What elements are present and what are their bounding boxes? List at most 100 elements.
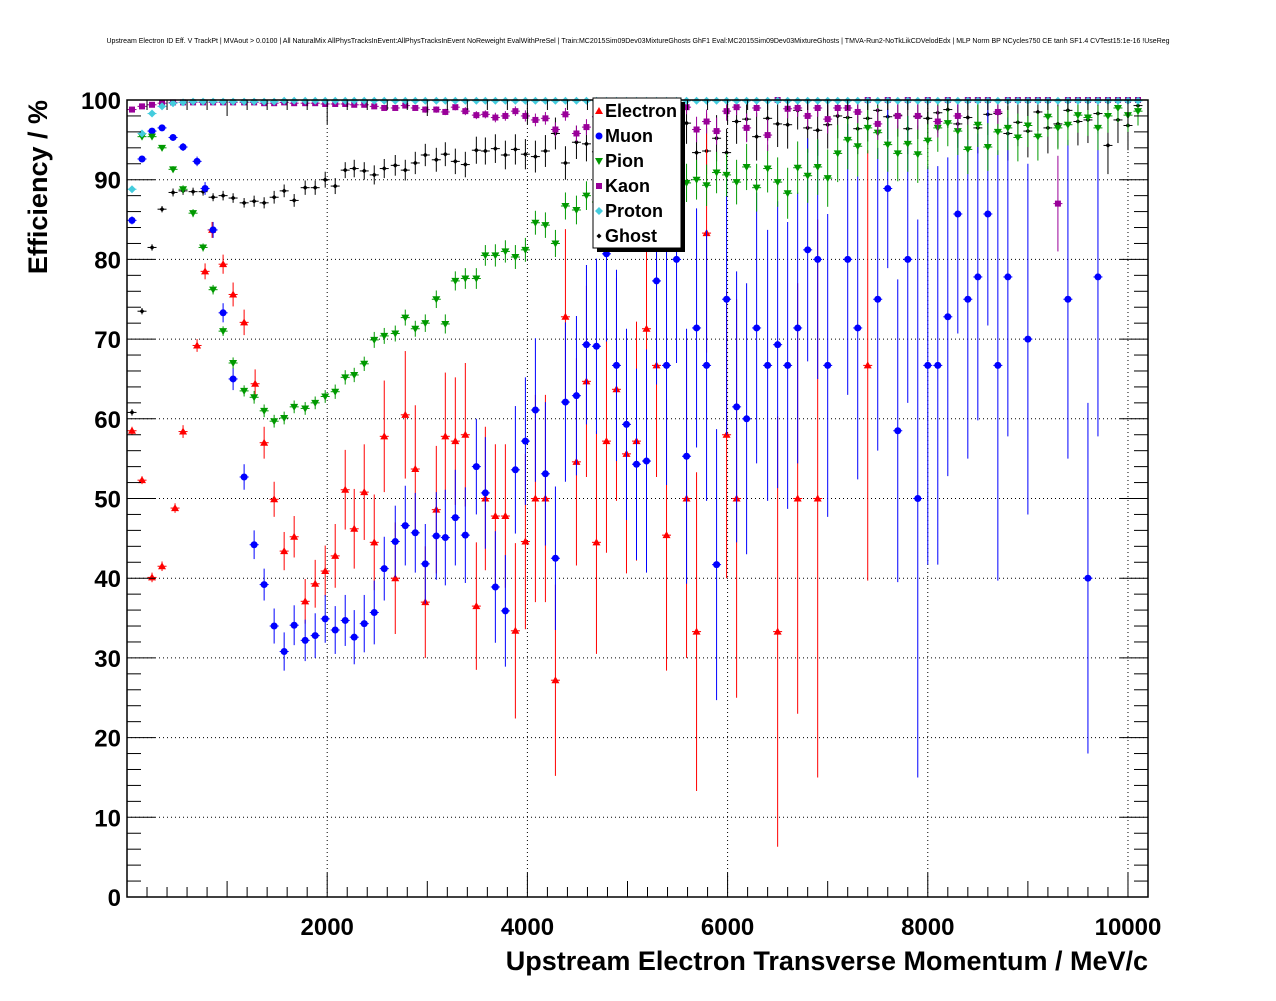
data-point <box>903 115 913 172</box>
marker <box>894 112 901 119</box>
marker <box>441 534 449 542</box>
marker <box>733 403 741 411</box>
data-point <box>692 208 702 448</box>
marker <box>512 108 519 115</box>
data-point <box>137 308 147 315</box>
marker <box>923 137 932 145</box>
marker <box>773 179 782 187</box>
marker <box>541 470 549 478</box>
data-point <box>873 147 883 451</box>
data-point <box>823 213 833 517</box>
marker <box>965 115 971 121</box>
marker <box>401 522 409 530</box>
marker <box>280 648 288 656</box>
data-point <box>752 192 762 464</box>
marker <box>511 254 520 262</box>
data-point <box>793 96 803 105</box>
marker <box>270 622 278 630</box>
data-point <box>320 545 330 597</box>
data-point <box>289 400 299 414</box>
legend-marker <box>595 132 603 140</box>
legend-label: Muon <box>605 126 653 146</box>
marker <box>360 620 368 628</box>
data-point <box>178 425 188 438</box>
marker <box>542 115 549 122</box>
marker <box>642 324 651 332</box>
data-point <box>228 193 238 203</box>
data-point <box>192 339 202 352</box>
marker <box>804 112 811 119</box>
legend-label: Proton <box>605 201 663 221</box>
marker <box>432 96 441 105</box>
marker <box>331 96 340 105</box>
data-point <box>168 188 178 197</box>
marker <box>883 141 892 149</box>
marker <box>492 114 499 121</box>
marker <box>873 96 882 105</box>
data-point <box>330 606 340 654</box>
y-tick-label: 90 <box>94 168 121 195</box>
marker <box>260 407 269 415</box>
marker <box>1105 142 1111 148</box>
data-point <box>300 402 310 415</box>
marker <box>502 112 509 119</box>
marker <box>482 111 489 118</box>
data-point <box>379 380 389 493</box>
x-tick-label: 4000 <box>501 914 554 941</box>
marker <box>874 120 881 127</box>
marker <box>128 185 137 194</box>
data-point <box>863 150 873 581</box>
data-point <box>168 166 178 174</box>
marker <box>893 150 902 158</box>
data-point <box>692 159 702 200</box>
data-point <box>349 159 359 178</box>
marker <box>521 437 529 445</box>
data-point <box>752 163 762 212</box>
data-point <box>742 283 752 555</box>
marker <box>451 514 459 522</box>
marker <box>561 312 570 320</box>
marker <box>461 275 470 283</box>
data-point <box>157 144 167 152</box>
marker <box>693 324 701 332</box>
data-point <box>157 102 167 111</box>
data-point <box>953 101 963 131</box>
data-point <box>450 271 460 291</box>
data-point <box>510 134 520 165</box>
marker <box>290 532 299 540</box>
data-point <box>340 162 350 179</box>
marker <box>844 255 852 263</box>
marker <box>1024 335 1032 343</box>
series-pion <box>137 100 1143 428</box>
data-point <box>853 115 863 177</box>
data-point <box>259 568 269 601</box>
data-point <box>530 96 540 105</box>
marker <box>803 172 812 180</box>
data-point <box>803 148 813 203</box>
marker <box>783 190 792 198</box>
data-point <box>591 430 601 654</box>
legend-label: Pion <box>605 151 644 171</box>
marker <box>924 361 932 369</box>
marker <box>531 406 539 414</box>
marker <box>501 248 510 256</box>
marker <box>251 198 257 204</box>
data-point <box>310 396 320 410</box>
marker <box>473 147 479 153</box>
data-point <box>933 166 943 565</box>
marker <box>351 166 357 172</box>
marker <box>643 457 651 465</box>
y-tick-label: 0 <box>108 885 121 912</box>
marker <box>552 126 559 133</box>
marker <box>1063 121 1072 129</box>
marker <box>481 489 489 497</box>
marker <box>713 128 720 135</box>
marker <box>884 184 892 192</box>
data-point <box>431 147 441 172</box>
data-point <box>320 390 330 403</box>
marker <box>209 226 217 234</box>
data-point <box>369 331 379 348</box>
x-tick-label: 2000 <box>301 914 354 941</box>
data-point <box>390 96 400 105</box>
marker <box>573 130 580 137</box>
